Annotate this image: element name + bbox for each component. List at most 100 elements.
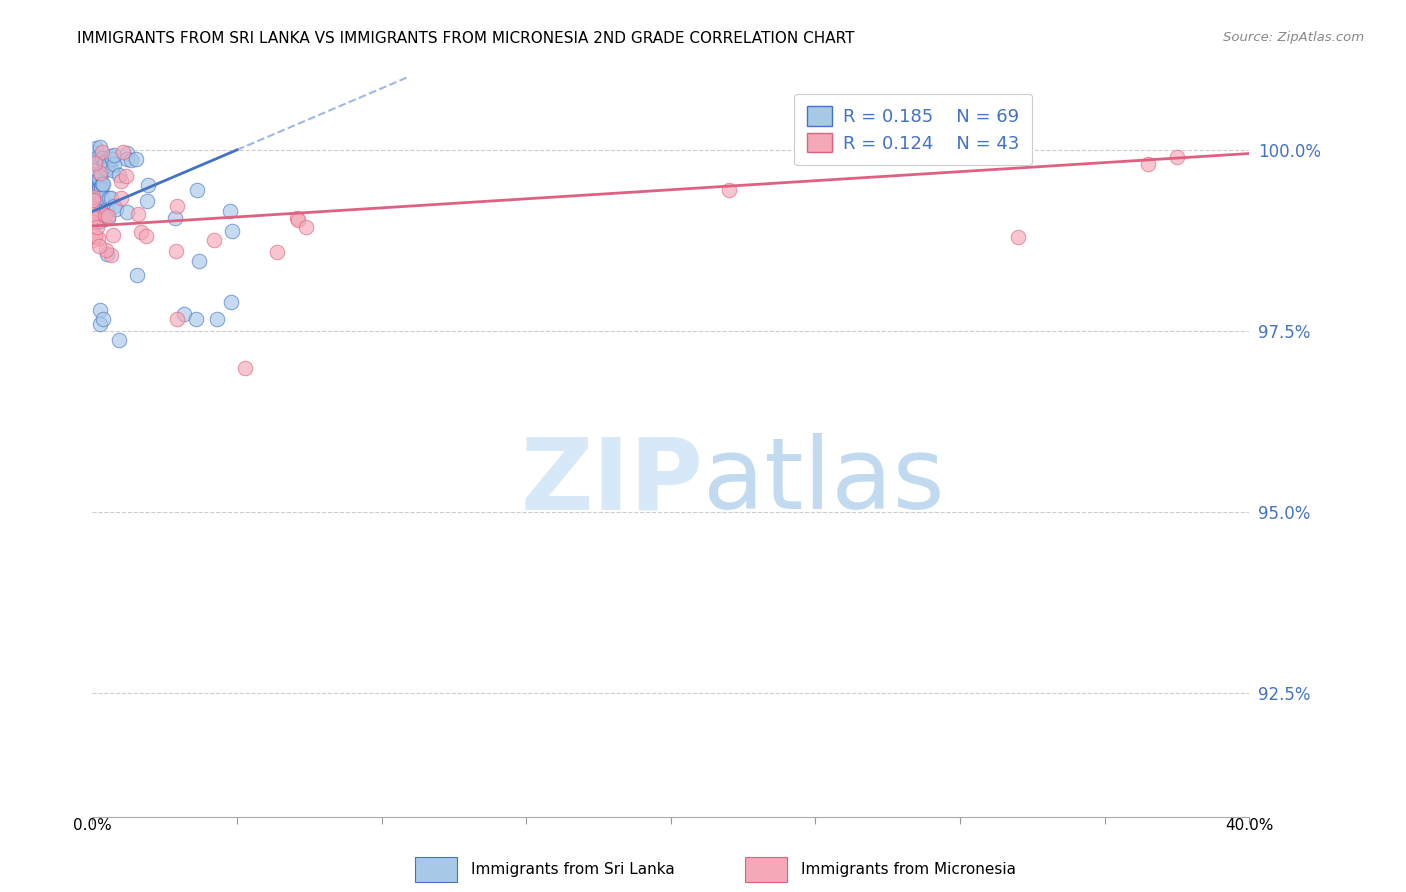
Point xyxy=(91,145,114,159)
Point xyxy=(97,191,120,205)
Point xyxy=(173,307,195,321)
Point xyxy=(86,219,108,234)
Point xyxy=(89,166,111,180)
Point xyxy=(84,229,107,244)
Point xyxy=(97,209,120,223)
Point xyxy=(84,210,107,224)
Point xyxy=(163,211,186,226)
Point xyxy=(84,162,107,177)
Point xyxy=(90,178,112,193)
Point xyxy=(101,227,124,242)
Point xyxy=(104,202,127,216)
Point xyxy=(107,168,129,182)
Point xyxy=(91,210,114,224)
Bar xyxy=(415,857,457,882)
Point xyxy=(184,311,207,326)
Point xyxy=(93,156,115,170)
Point xyxy=(90,203,112,218)
Point xyxy=(285,211,308,226)
Point xyxy=(97,211,120,225)
Point xyxy=(91,189,114,203)
Point xyxy=(135,228,157,243)
Point xyxy=(84,174,107,188)
Point xyxy=(221,224,243,238)
Point xyxy=(89,182,111,196)
Point xyxy=(218,203,240,218)
Point xyxy=(83,155,105,169)
Point xyxy=(100,191,122,205)
Point xyxy=(87,186,110,201)
Point xyxy=(127,207,149,221)
Point xyxy=(1166,150,1188,164)
Point xyxy=(136,178,159,193)
Point xyxy=(112,145,135,159)
Point xyxy=(89,239,111,253)
Point xyxy=(107,333,129,347)
Point xyxy=(287,212,309,227)
Point xyxy=(90,182,112,196)
Point xyxy=(87,178,110,193)
Point xyxy=(166,312,188,326)
Text: Immigrants from Micronesia: Immigrants from Micronesia xyxy=(801,863,1017,877)
Point xyxy=(82,145,104,159)
Point xyxy=(103,157,125,171)
Point xyxy=(136,194,159,208)
Text: atlas: atlas xyxy=(703,434,945,530)
Point xyxy=(90,167,112,181)
Point xyxy=(202,234,225,248)
Point xyxy=(125,152,148,166)
Point xyxy=(91,177,114,191)
Point xyxy=(101,162,124,177)
Point xyxy=(103,148,125,162)
Bar xyxy=(745,857,787,882)
Point xyxy=(82,204,104,219)
Point xyxy=(87,172,110,186)
Point xyxy=(165,244,187,258)
Point xyxy=(82,203,104,218)
Point xyxy=(100,149,122,163)
Point xyxy=(89,214,111,228)
Point xyxy=(101,152,124,166)
Text: Source: ZipAtlas.com: Source: ZipAtlas.com xyxy=(1223,31,1364,45)
Point xyxy=(717,183,740,197)
Point xyxy=(110,191,132,205)
Point xyxy=(96,247,118,261)
Point xyxy=(86,188,108,202)
Point xyxy=(120,153,142,168)
Point xyxy=(115,145,138,160)
Point xyxy=(89,318,111,332)
Point xyxy=(188,253,211,268)
Point xyxy=(115,152,138,166)
Point xyxy=(94,208,117,222)
Point xyxy=(90,205,112,219)
Point xyxy=(94,161,117,176)
Point xyxy=(96,244,118,258)
Legend: R = 0.185    N = 69, R = 0.124    N = 43: R = 0.185 N = 69, R = 0.124 N = 43 xyxy=(794,94,1032,165)
Point xyxy=(97,158,120,172)
Point xyxy=(205,311,228,326)
Point xyxy=(82,194,104,208)
Point xyxy=(89,302,111,317)
Point xyxy=(294,219,316,234)
Point xyxy=(233,361,256,376)
Point xyxy=(96,202,118,216)
Point xyxy=(84,197,107,211)
Point xyxy=(90,151,112,165)
Point xyxy=(93,154,115,169)
Point xyxy=(186,183,208,197)
Text: IMMIGRANTS FROM SRI LANKA VS IMMIGRANTS FROM MICRONESIA 2ND GRADE CORRELATION CH: IMMIGRANTS FROM SRI LANKA VS IMMIGRANTS … xyxy=(77,31,855,46)
Text: 0.0%: 0.0% xyxy=(73,818,111,832)
Text: ZIP: ZIP xyxy=(520,434,703,530)
Point xyxy=(131,225,153,239)
Point xyxy=(86,153,108,168)
Point xyxy=(1007,230,1029,244)
Point xyxy=(115,169,138,183)
Point xyxy=(82,215,104,229)
Point xyxy=(219,294,242,309)
Point xyxy=(91,178,114,192)
Text: Immigrants from Sri Lanka: Immigrants from Sri Lanka xyxy=(471,863,675,877)
Point xyxy=(82,189,104,203)
Point xyxy=(82,178,104,192)
Point xyxy=(127,268,149,282)
Point xyxy=(82,233,104,247)
